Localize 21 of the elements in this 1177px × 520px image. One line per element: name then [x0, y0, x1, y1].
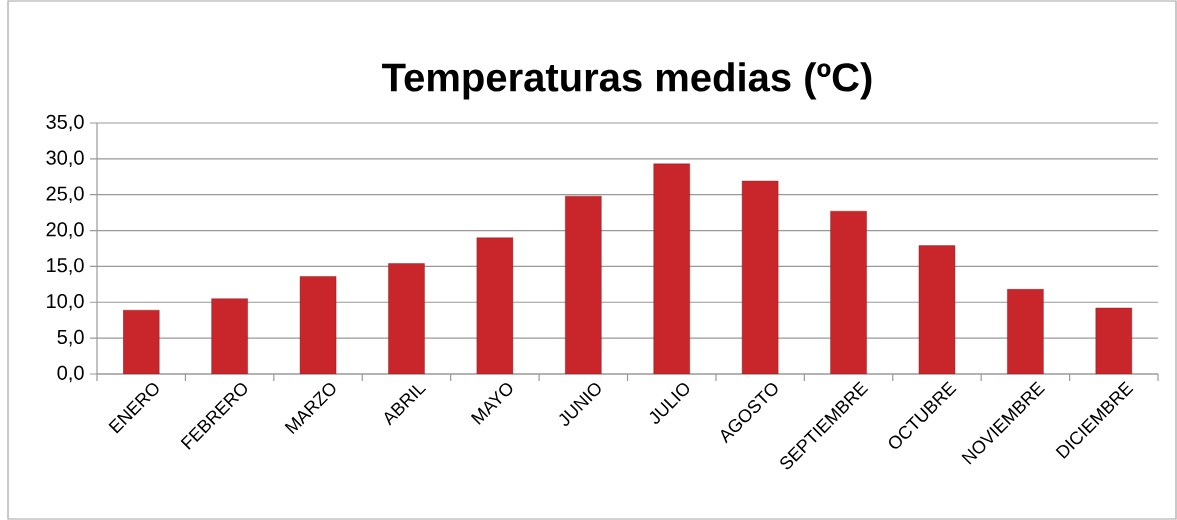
y-tick-label: 35,0 [46, 114, 84, 132]
bar [565, 195, 602, 374]
y-tick-label: 20,0 [46, 222, 84, 239]
bar [741, 180, 779, 374]
bar [1095, 307, 1132, 374]
bar [388, 263, 425, 374]
bar [476, 237, 514, 374]
y-tick-label: 30,0 [46, 150, 84, 168]
y-tick-label: 0,0 [57, 365, 84, 383]
bar [653, 163, 690, 374]
bar [299, 276, 337, 374]
bar [830, 211, 867, 374]
bar [918, 245, 956, 374]
chart-title: Temperaturas medias (ºC) [382, 62, 872, 100]
y-tick-label: 10,0 [47, 294, 84, 311]
y-tick-label: 25,0 [46, 186, 84, 203]
bar [123, 309, 160, 374]
bar [1007, 289, 1044, 374]
y-tick-label: 5,0 [57, 329, 84, 347]
bar [211, 298, 248, 374]
y-tick-label: 15,0 [47, 258, 84, 275]
